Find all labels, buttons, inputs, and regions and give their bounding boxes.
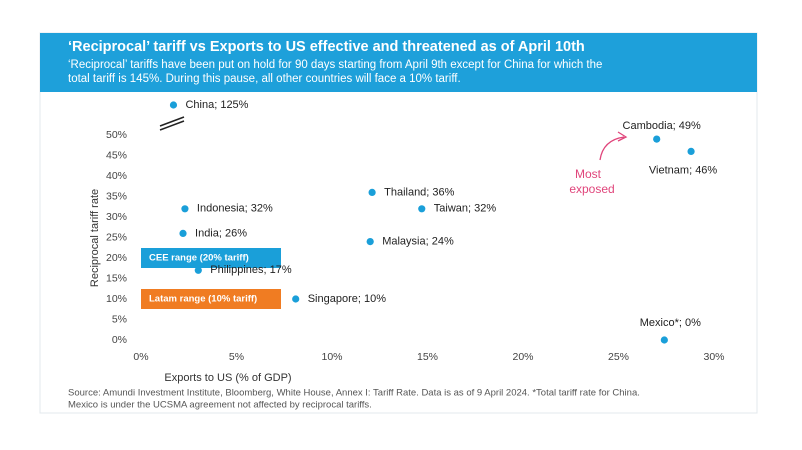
data-label: Vietnam; 46% [649,164,718,176]
x-tick-label: 25% [608,351,629,363]
y-tick-label: 10% [106,293,127,305]
header [40,33,757,92]
point [653,135,661,143]
y-tick-label: 35% [106,190,127,202]
point [194,266,202,274]
y-tick-label: 40% [106,170,127,182]
y-tick-label: 30% [106,211,127,223]
card [39,32,758,414]
point [366,238,374,246]
x-tick-label: 10% [321,351,342,363]
data-label: Malaysia; 24% [382,236,454,248]
source: Mexico is under the UCSMA agreement not … [68,400,372,411]
data-label: China; 125% [185,99,248,111]
axis-break [159,116,185,131]
annotation: exposed [569,182,614,196]
data-label: Philippines; 17% [210,264,292,276]
point [179,229,187,237]
y-tick-label: 25% [106,231,127,243]
y-tick-label: 45% [106,149,127,161]
subtitle: ‘Reciprocal’ tariffs have been put on ho… [68,59,602,71]
y-tick-label: 15% [106,272,127,284]
x-tick-label: 5% [229,351,244,363]
annotation-arrow [617,131,628,142]
x-tick-label: 15% [417,351,438,363]
point [368,188,376,196]
y-tick-label: 5% [112,313,127,325]
annotation: Most [575,167,602,181]
point [660,336,668,344]
range-label: CEE range (20% tariff) [149,253,249,264]
point [181,205,189,213]
data-label: Mexico*; 0% [640,317,701,329]
y-tick-label: 20% [106,252,127,264]
x-tick-label: 30% [703,351,724,363]
point [292,295,300,303]
point [169,101,178,109]
source: Source: Amundi Investment Institute, Blo… [68,388,640,399]
data-label: Thailand; 36% [384,186,455,198]
x-tick-label: 20% [512,351,533,363]
y-tick-label: 50% [106,129,127,141]
data-label: India; 26% [195,227,247,239]
y-axis-label: Reciprocal tariff rate [89,189,101,287]
point [418,205,426,213]
annotation-arrow [599,136,625,161]
data-label: Indonesia; 32% [197,203,273,215]
x-tick-label: 0% [133,351,148,363]
range-box [141,248,281,268]
subtitle: total tariff is 145%. During this pause,… [68,73,461,85]
x-axis-label: Exports to US (% of GDP) [164,372,291,384]
data-label: Singapore; 10% [308,293,386,305]
chart-title: ‘Reciprocal’ tariff vs Exports to US eff… [68,39,585,55]
point [687,147,695,155]
range-box [141,289,281,309]
data-label: Taiwan; 32% [434,203,497,215]
range-label: Latam range (10% tariff) [149,294,257,305]
y-tick-label: 0% [112,334,127,346]
data-label: Cambodia; 49% [623,120,701,132]
